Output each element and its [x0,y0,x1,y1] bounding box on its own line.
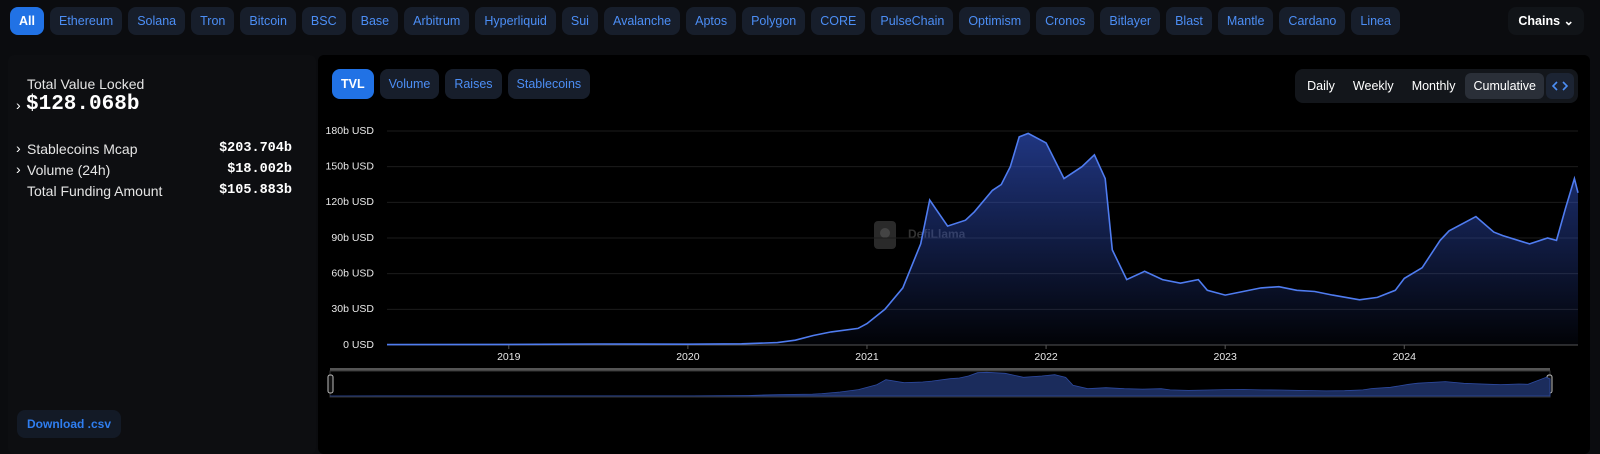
chain-tab[interactable]: Hyperliquid [475,7,556,35]
chain-tab[interactable]: Ethereum [49,7,123,35]
x-tick-label: 2022 [1034,351,1058,363]
row-label: Stablecoins Mcap [27,141,138,157]
chain-tab[interactable]: Bitcoin [240,7,296,35]
summary-panel: Total Value Locked › $128.068b › Stableco… [8,55,316,454]
watermark-logo [874,221,896,249]
chains-label: Chains [1518,14,1561,28]
chain-tab[interactable]: Sui [561,7,598,35]
chart-tab[interactable]: Stablecoins [507,69,591,99]
chain-tab[interactable]: Cardano [1279,7,1346,35]
x-tick-label: 2024 [1393,351,1417,363]
tvl-label: Total Value Locked [27,76,145,92]
chain-tab[interactable]: PulseChain [871,7,954,35]
line [386,132,1579,346]
chain-tab[interactable]: Blast [1166,7,1212,35]
chain-tab[interactable]: Solana [128,7,186,35]
row-label: Total Funding Amount [27,183,163,199]
chart-tabs: TVL Volume Raises Stablecoins [332,69,591,99]
chain-tab[interactable]: Bitlayer [1100,7,1161,35]
download-button[interactable]: Download .csv [17,410,122,438]
chain-tab[interactable]: Avalanche [603,7,681,35]
y-tick-label: 60b USD [331,267,374,279]
x-tick-label: 2020 [676,351,700,363]
embed-button[interactable] [1546,73,1574,99]
row-value: $105.883b [219,183,292,198]
chain-tab[interactable]: Mantle [1217,7,1274,35]
period-option[interactable]: Cumulative [1465,73,1544,99]
embed-icon [1551,81,1569,91]
row-label: Volume (24h) [27,162,111,178]
y-tick-label: 90b USD [331,232,374,244]
brush-track [330,368,1550,371]
row-value: $203.704b [219,141,292,156]
chart-tab[interactable]: TVL [332,69,374,99]
x-tick-label: 2019 [497,351,521,363]
y-tick-label: 150b USD [326,160,375,172]
overview-area [329,371,1551,397]
y-tick-label: 0 USD [343,339,374,351]
chain-tab[interactable]: Aptos [686,7,737,35]
chain-tabs: All Ethereum Solana Tron Bitcoin BSC Base Arbit… [10,7,1400,35]
row-value: $18.002b [227,162,292,177]
chain-tab[interactable]: BSC [301,7,346,35]
chain-tab[interactable]: Tron [191,7,235,35]
chain-tab[interactable]: Linea [1351,7,1400,35]
tvl-value: $128.068b [26,93,140,116]
x-tick-label: 2023 [1213,351,1237,363]
y-tick-label: 30b USD [331,303,374,315]
x-tick-label: 2021 [855,351,879,363]
y-tick-label: 120b USD [326,196,375,208]
area [387,133,1578,345]
period-option[interactable]: Daily [1307,79,1335,93]
chains-menu[interactable]: Chains ⌄ [1508,7,1584,35]
period-options: Daily Weekly Monthly Cumulative [1295,69,1578,103]
period-option[interactable]: Weekly [1352,79,1394,93]
chain-tab[interactable]: Arbitrum [404,7,470,35]
chevron[interactable]: › [16,161,21,177]
chevron[interactable]: › [16,140,21,156]
chain-tab[interactable]: Optimism [959,7,1031,35]
chart-tab[interactable]: Volume [379,69,440,99]
chain-tab[interactable]: Polygon [742,7,806,35]
chart-tab[interactable]: Raises [445,69,502,99]
chain-tab[interactable]: All [10,7,44,35]
y-tick-label: 180b USD [326,125,375,137]
chain-tab[interactable]: Cronos [1036,7,1095,35]
chevron[interactable]: › [16,97,21,113]
brush-handle[interactable] [327,374,334,394]
chain-tab[interactable]: Base [351,7,399,35]
period-option[interactable]: Monthly [1411,79,1456,93]
chain-tab[interactable]: CORE [811,7,866,35]
